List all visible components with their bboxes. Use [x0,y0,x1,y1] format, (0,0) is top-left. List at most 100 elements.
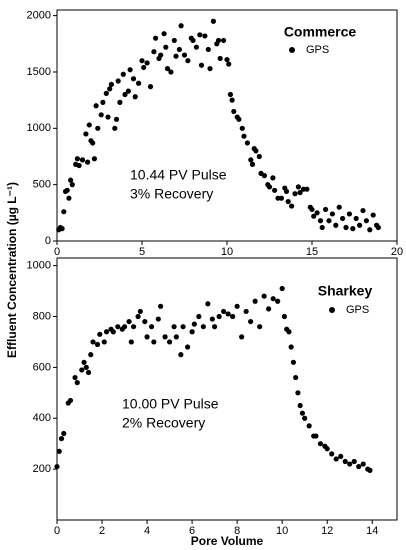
point [256,153,262,160]
panel-title: Commerce [284,24,357,40]
point [108,81,114,87]
point [110,329,116,335]
point [107,86,113,92]
point [288,344,294,350]
point [120,71,126,77]
point [197,32,203,38]
legend-label: GPS [306,44,329,56]
point [130,76,137,82]
point [157,303,164,309]
point [236,116,242,122]
point [323,206,329,213]
legend-marker [289,47,295,53]
point [309,206,315,213]
point [117,99,123,105]
y-tick-label: 800 [33,310,51,322]
point [59,226,65,232]
point [171,37,177,44]
point [166,339,173,345]
point [353,215,359,222]
point [101,339,107,345]
point [153,35,159,41]
point [231,108,237,115]
point [347,461,353,467]
point [90,339,96,345]
point [295,390,301,396]
point [275,298,281,304]
point [212,324,218,330]
point [313,433,319,439]
point [209,316,215,322]
point [289,203,295,209]
point [293,374,299,381]
point [210,18,216,24]
point [136,80,142,86]
point [81,359,87,365]
point [261,173,267,179]
point [86,122,92,128]
point [171,324,177,330]
legend-marker [329,307,335,313]
x-tick-label: 10 [221,246,233,258]
point [304,186,310,192]
point [329,211,335,217]
point [113,116,120,122]
point [148,324,155,330]
point [224,56,230,63]
point [158,52,164,58]
point [122,91,128,98]
y-tick-label: 2000 [27,10,51,22]
point [252,298,258,304]
point [142,318,148,325]
point [221,37,227,44]
point [184,344,191,350]
plot-frame [56,257,398,521]
point [127,67,133,73]
point [69,182,75,188]
point [227,91,233,98]
point [286,329,292,335]
point [239,334,245,340]
point [83,131,89,137]
point [147,84,154,90]
point [151,49,157,55]
point [54,463,60,470]
point [226,61,232,67]
point [207,65,213,72]
point [66,195,72,201]
legend-label: GPS [346,304,369,316]
point [272,187,278,193]
point [234,303,240,309]
point [67,397,74,404]
point [215,37,222,44]
point [98,112,104,118]
point [168,69,174,75]
point [290,359,297,365]
point [278,195,284,201]
point [244,140,250,146]
point [329,451,335,457]
panel-title: Sharkey [318,283,373,299]
point [333,456,339,462]
point [351,458,357,465]
point [367,227,373,233]
point [324,446,330,452]
point [343,224,349,231]
point [61,430,67,437]
point [64,187,70,193]
point [360,207,366,214]
point [103,329,110,335]
point [155,316,161,322]
point [185,58,191,64]
x-tick-label: 4 [144,525,150,537]
point [90,140,96,146]
point [115,324,121,330]
point [74,380,80,386]
x-tick-label: 6 [189,525,195,537]
point [88,352,94,358]
point [243,308,249,315]
x-tick-label: 8 [234,525,240,537]
point [193,44,199,50]
point [79,367,85,373]
point [121,324,128,330]
